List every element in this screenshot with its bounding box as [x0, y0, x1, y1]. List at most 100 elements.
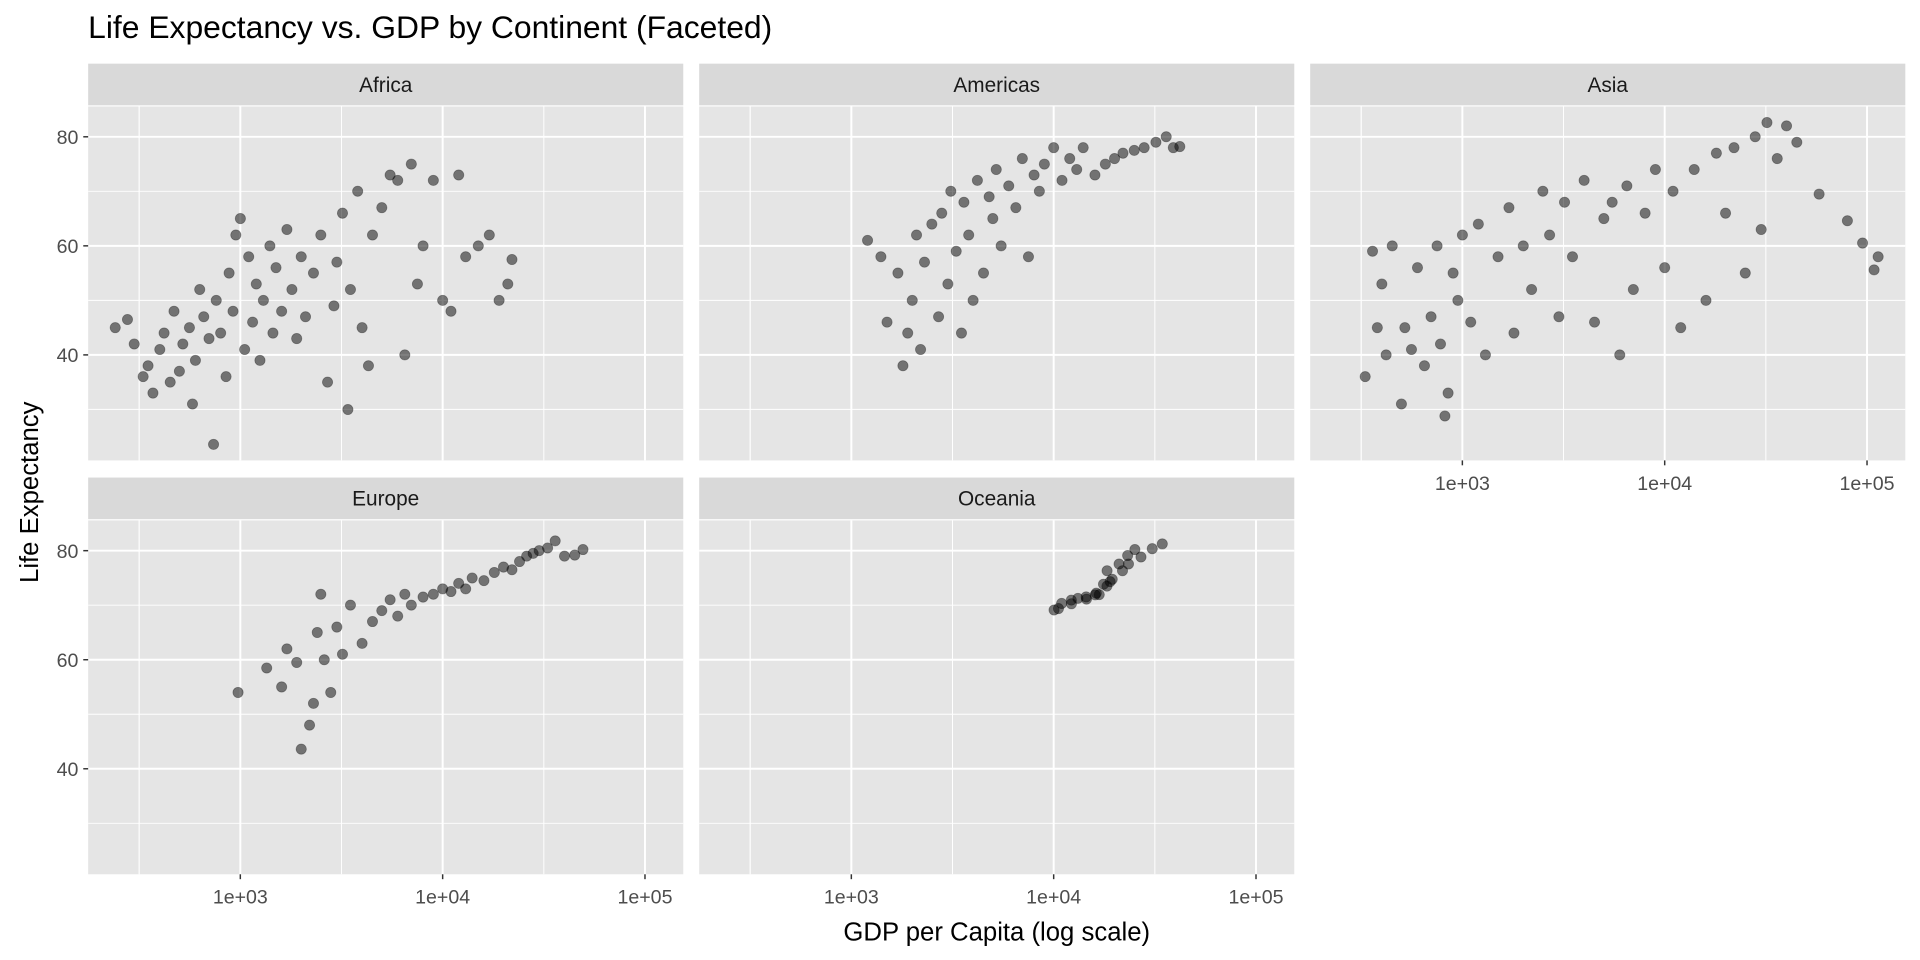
data-point [453, 577, 465, 589]
facet-strip-label: Africa [359, 74, 413, 97]
x-tick-label: 1e+03 [1435, 473, 1490, 495]
data-point [1077, 142, 1089, 154]
data-point [281, 643, 293, 655]
data-point [142, 360, 154, 372]
data-point [336, 648, 348, 660]
data-point [1113, 558, 1125, 570]
data-point [1447, 267, 1459, 279]
data-point [1781, 120, 1793, 132]
data-point [1710, 147, 1722, 159]
data-point [230, 229, 242, 241]
data-point [1728, 142, 1740, 154]
x-tick-label: 1e+04 [1026, 887, 1081, 909]
data-point [384, 169, 396, 181]
data-point [577, 544, 589, 556]
data-point [1156, 538, 1168, 550]
data-point [318, 654, 330, 666]
data-point [950, 245, 962, 257]
facet-panel-europe: Europe 40 60 80 1e+03 1e+04 1e+05 [57, 477, 684, 909]
data-point [220, 371, 232, 383]
facet-strip [88, 63, 684, 106]
data-point [437, 294, 449, 306]
data-point [514, 556, 526, 568]
data-point [198, 311, 210, 323]
data-point [1439, 410, 1451, 422]
facet-strip-label: Asia [1588, 74, 1629, 97]
data-point [1138, 142, 1150, 154]
data-point [1700, 294, 1712, 306]
data-point [276, 681, 288, 693]
data-point [342, 403, 354, 415]
data-point [286, 283, 298, 295]
data-point [264, 240, 276, 252]
data-point [250, 278, 262, 290]
data-point [1452, 294, 1464, 306]
data-point [1667, 185, 1679, 197]
facet-strip [88, 477, 684, 520]
data-point [1399, 322, 1411, 334]
data-point [897, 360, 909, 372]
data-point [1465, 316, 1477, 328]
data-point [1129, 544, 1141, 556]
data-point [1688, 163, 1700, 175]
data-point [417, 591, 429, 603]
data-point [1122, 550, 1134, 562]
data-point [1016, 153, 1028, 165]
data-point [137, 371, 149, 383]
data-point [1003, 180, 1015, 192]
data-point [168, 305, 180, 317]
data-point [926, 218, 938, 230]
panel-background [88, 520, 684, 875]
data-point [1395, 398, 1407, 410]
facet-panel-asia: Asia 1e+03 1e+04 1e+05 [1310, 63, 1906, 495]
data-point [1101, 565, 1113, 577]
data-point [311, 626, 323, 638]
data-point [1761, 117, 1773, 129]
data-point [1442, 387, 1454, 399]
data-point [261, 662, 273, 674]
data-point [227, 305, 239, 317]
data-point [194, 283, 206, 295]
panel-background [1310, 106, 1906, 461]
data-point [315, 229, 327, 241]
facet-panel-oceania: Oceania 1e+03 1e+04 1e+05 [699, 477, 1295, 909]
data-point [1160, 131, 1172, 143]
x-tick-label: 1e+04 [1637, 473, 1692, 495]
data-point [366, 229, 378, 241]
data-point [902, 327, 914, 339]
data-point [983, 191, 995, 203]
y-tick-label: 60 [57, 236, 79, 258]
data-point [186, 398, 198, 410]
data-point [366, 616, 378, 628]
data-point [460, 583, 472, 595]
data-point [1367, 245, 1379, 257]
data-point [958, 196, 970, 208]
data-point [173, 365, 185, 377]
data-point [291, 656, 303, 668]
data-point [549, 535, 561, 547]
data-point [1739, 267, 1751, 279]
data-point [1359, 371, 1371, 383]
data-point [506, 253, 518, 265]
data-point [405, 599, 417, 611]
data-point [1517, 240, 1529, 252]
data-point [502, 278, 514, 290]
data-point [158, 327, 170, 339]
x-tick-label: 1e+03 [824, 887, 879, 909]
data-point [1589, 316, 1601, 328]
data-point [1064, 153, 1076, 165]
x-axis-label: GDP per Capita (log scale) [843, 918, 1150, 946]
data-point [315, 588, 327, 600]
data-point [1813, 188, 1825, 200]
data-point [210, 294, 222, 306]
data-point [270, 262, 282, 274]
data-point [1537, 185, 1549, 197]
data-point [1052, 603, 1064, 615]
data-point [1553, 311, 1565, 323]
data-point [1598, 213, 1610, 225]
x-tick-label: 1e+05 [1840, 473, 1895, 495]
data-point [933, 311, 945, 323]
data-point [1386, 240, 1398, 252]
facet-strip [1310, 63, 1906, 106]
data-point [1434, 338, 1447, 350]
